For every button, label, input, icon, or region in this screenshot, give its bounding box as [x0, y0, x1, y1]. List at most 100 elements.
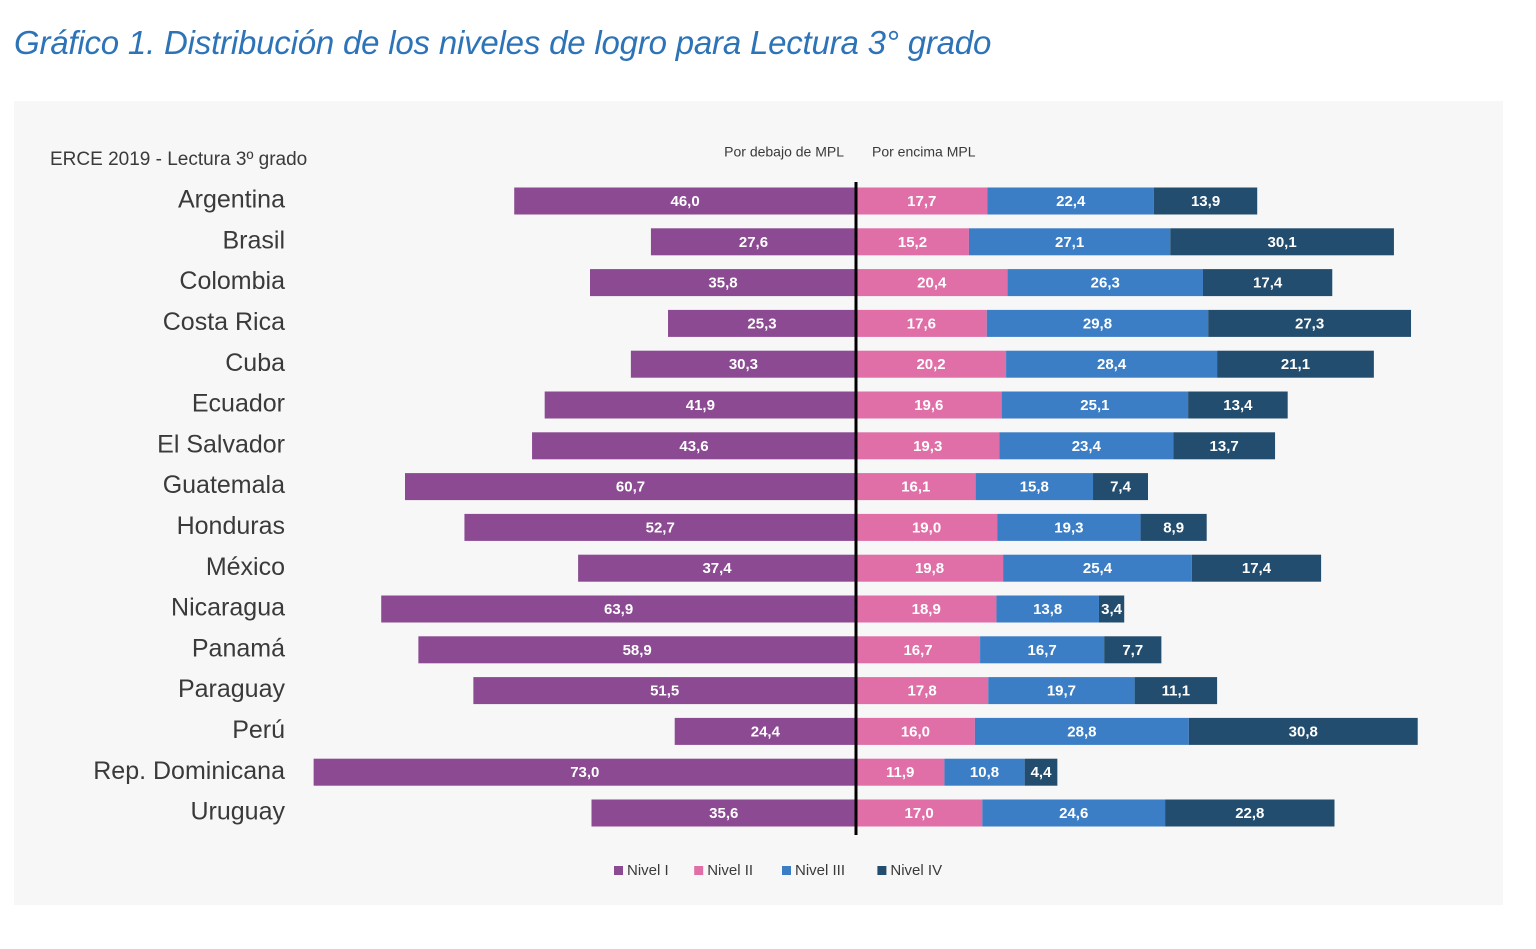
bar-nivel-iv-ecuador: [1188, 391, 1288, 419]
bar-nivel-i-rep-dominicana: [313, 758, 856, 786]
chart-subtitle: ERCE 2019 - Lectura 3º grado: [50, 149, 307, 170]
value-label-nivel-iv-colombia: 17,4: [1253, 275, 1283, 292]
value-label-nivel-iv-méxico: 17,4: [1242, 560, 1272, 577]
value-label-nivel-iv-paraguay: 11,1: [1162, 683, 1190, 700]
value-label-nivel-iii-costa-rica: 29,8: [1083, 315, 1112, 332]
value-label-nivel-ii-cuba: 20,2: [916, 356, 945, 373]
bar-nivel-i-el-salvador: [532, 432, 856, 460]
bar-nivel-i-colombia: [590, 269, 856, 297]
bar-nivel-i-brasil: [650, 228, 856, 256]
value-label-nivel-i-ecuador: 41,9: [686, 397, 715, 414]
chart-panel: ERCE 2019 - Lectura 3º grado Por debajo d…: [14, 101, 1503, 905]
value-label-nivel-i-perú: 24,4: [751, 723, 781, 740]
bar-nivel-iii-ecuador: [1001, 391, 1189, 419]
value-label-nivel-i-argentina: 46,0: [671, 193, 700, 210]
value-label-nivel-ii-uruguay: 17,0: [905, 805, 934, 822]
legend-label-nivel-iv: Nivel IV: [890, 862, 942, 879]
bar-nivel-ii-paraguay: [856, 677, 989, 705]
value-label-nivel-iv-perú: 30,8: [1289, 723, 1318, 740]
value-label-nivel-ii-nicaragua: 18,9: [912, 601, 941, 618]
bar-nivel-i-guatemala: [404, 473, 856, 501]
value-label-nivel-iii-brasil: 27,1: [1055, 234, 1084, 251]
bar-nivel-iv-colombia: [1202, 269, 1333, 297]
value-label-nivel-ii-ecuador: 19,6: [914, 397, 943, 414]
bar-nivel-iii-brasil: [968, 228, 1171, 256]
bar-nivel-iv-brasil: [1170, 228, 1394, 256]
legend-swatch-nivel-ii: [694, 866, 704, 875]
value-label-nivel-iv-ecuador: 13,4: [1223, 397, 1253, 414]
value-label-nivel-iv-brasil: 30,1: [1268, 234, 1297, 251]
value-label-nivel-ii-costa-rica: 17,6: [907, 315, 936, 332]
country-label-costa-rica: Costa Rica: [163, 308, 285, 336]
bar-nivel-iii-honduras: [997, 513, 1141, 541]
country-label-el-salvador: El Salvador: [157, 430, 285, 458]
value-label-nivel-i-costa-rica: 25,3: [747, 315, 776, 332]
legend-swatch-nivel-iii: [782, 866, 791, 875]
value-label-nivel-iv-honduras: 8,9: [1163, 519, 1184, 536]
value-label-nivel-iv-cuba: 21,1: [1281, 356, 1310, 373]
bar-nivel-iv-perú: [1188, 717, 1418, 745]
bar-nivel-ii-guatemala: [856, 473, 976, 501]
bar-nivel-iv-guatemala: [1093, 473, 1148, 501]
bar-nivel-iv-argentina: [1153, 187, 1258, 215]
bar-nivel-i-costa-rica: [668, 309, 856, 337]
value-label-nivel-ii-panamá: 16,7: [903, 642, 932, 659]
value-label-nivel-ii-brasil: 15,2: [898, 234, 927, 251]
value-label-nivel-iii-rep-dominicana: 10,8: [970, 764, 999, 781]
bar-nivel-iv-honduras: [1140, 513, 1207, 541]
right-header-label: Por encima MPL: [872, 144, 976, 160]
country-label-perú: Perú: [232, 716, 285, 744]
diverging-bar-chart: ERCE 2019 - Lectura 3º grado Por debajo d…: [50, 144, 1418, 879]
bar-nivel-iii-panamá: [980, 636, 1105, 664]
value-label-nivel-iv-panamá: 7,7: [1122, 642, 1143, 659]
country-label-rep-dominicana: Rep. Dominicana: [93, 757, 285, 785]
country-label-brasil: Brasil: [222, 226, 285, 254]
value-label-nivel-i-el-salvador: 43,6: [679, 438, 708, 455]
country-label-méxico: México: [206, 553, 285, 581]
bar-nivel-i-uruguay: [591, 799, 856, 827]
bar-nivel-iv-costa-rica: [1208, 309, 1412, 337]
country-label-cuba: Cuba: [225, 349, 285, 377]
bar-nivel-iv-cuba: [1217, 350, 1374, 378]
value-label-nivel-i-paraguay: 51,5: [650, 683, 679, 700]
value-label-nivel-i-honduras: 52,7: [646, 519, 675, 536]
value-label-nivel-iii-méxico: 25,4: [1083, 560, 1113, 577]
value-label-nivel-i-guatemala: 60,7: [616, 479, 645, 496]
bar-nivel-i-ecuador: [544, 391, 856, 419]
value-label-nivel-i-panamá: 58,9: [623, 642, 652, 659]
left-header-label: Por debajo de MPL: [724, 144, 844, 160]
value-label-nivel-ii-méxico: 19,8: [915, 560, 944, 577]
value-label-nivel-iii-colombia: 26,3: [1091, 275, 1120, 292]
value-label-nivel-iii-perú: 28,8: [1067, 723, 1096, 740]
bar-nivel-iv-paraguay: [1134, 677, 1218, 705]
value-label-nivel-iv-el-salvador: 13,7: [1210, 438, 1239, 455]
bar-nivel-ii-rep-dominicana: [856, 758, 945, 786]
value-label-nivel-ii-colombia: 20,4: [917, 275, 947, 292]
legend-label-nivel-ii: Nivel II: [707, 862, 753, 879]
bar-nivel-ii-méxico: [856, 554, 1004, 582]
value-label-nivel-i-brasil: 27,6: [739, 234, 768, 251]
value-label-nivel-i-cuba: 30,3: [729, 356, 758, 373]
bar-nivel-ii-nicaragua: [856, 595, 997, 623]
bar-nivel-ii-cuba: [856, 350, 1007, 378]
bar-nivel-ii-ecuador: [856, 391, 1002, 419]
bar-nivel-iii-paraguay: [988, 677, 1135, 705]
value-label-nivel-iv-uruguay: 22,8: [1235, 805, 1264, 822]
bar-nivel-iii-cuba: [1006, 350, 1218, 378]
value-label-nivel-iii-paraguay: 19,7: [1047, 683, 1076, 700]
value-label-nivel-ii-argentina: 17,7: [907, 193, 936, 210]
bar-nivel-iii-colombia: [1007, 269, 1203, 297]
country-label-paraguay: Paraguay: [178, 675, 286, 703]
bar-nivel-iii-argentina: [987, 187, 1154, 215]
value-label-nivel-iv-costa-rica: 27,3: [1295, 315, 1324, 332]
bar-nivel-iii-rep-dominicana: [944, 758, 1025, 786]
bar-nivel-iv-el-salvador: [1173, 432, 1276, 460]
value-label-nivel-i-colombia: 35,8: [708, 275, 737, 292]
value-label-nivel-iii-nicaragua: 13,8: [1033, 601, 1062, 618]
legend-swatch-nivel-iv: [877, 866, 887, 875]
bar-nivel-iv-rep-dominicana: [1024, 758, 1058, 786]
bar-nivel-i-cuba: [630, 350, 856, 378]
value-label-nivel-iii-guatemala: 15,8: [1020, 479, 1049, 496]
value-label-nivel-iv-rep-dominicana: 4,4: [1031, 764, 1053, 781]
value-label-nivel-iii-cuba: 28,4: [1097, 356, 1127, 373]
